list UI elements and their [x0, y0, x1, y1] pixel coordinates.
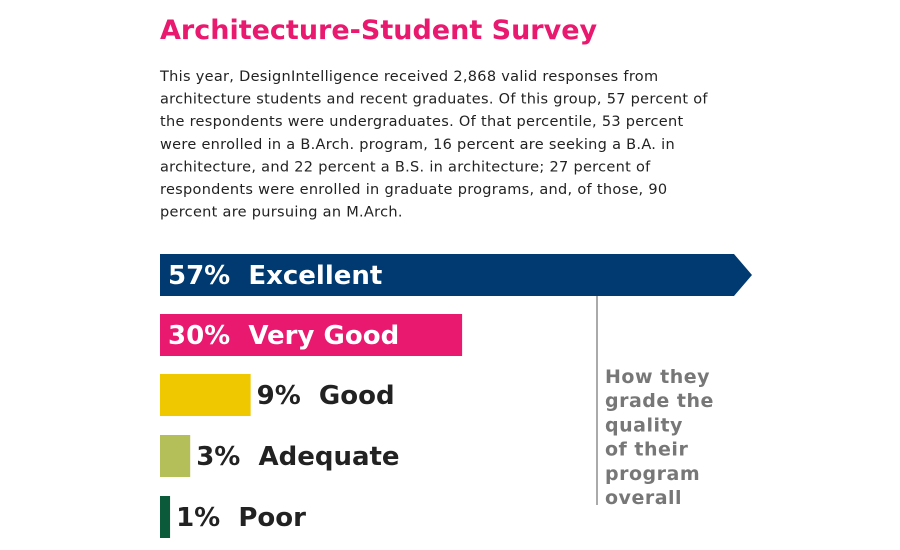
bar: [160, 374, 251, 416]
chart-title: Architecture-Student Survey: [160, 15, 598, 46]
bar: [160, 435, 191, 477]
category-label: Good: [319, 381, 395, 411]
annotation-line: quality: [605, 414, 683, 436]
bar-label: 30% Very Good: [168, 321, 399, 351]
description-line: This year, DesignIntelligence received 2…: [159, 69, 658, 85]
category-label: Excellent: [248, 261, 382, 291]
bar-label: 3% Adequate: [196, 442, 399, 472]
value-label: 9%: [257, 381, 301, 411]
description-line: the respondents were undergraduates. Of …: [160, 114, 683, 130]
value-label: 1%: [176, 503, 220, 533]
value-label: 57%: [168, 261, 230, 291]
bar: [160, 314, 463, 356]
category-label: Adequate: [258, 442, 399, 472]
annotation-line: of their: [605, 439, 688, 461]
description-line: respondents were enrolled in graduate pr…: [160, 182, 667, 198]
description-line: architecture, and 22 percent a B.S. in a…: [160, 159, 651, 175]
value-label: 3%: [196, 442, 240, 472]
bar-label: 9% Good: [257, 381, 395, 411]
annotation-line: How they: [605, 366, 710, 388]
category-label: Very Good: [248, 321, 399, 351]
bar: [160, 496, 171, 538]
category-label: Poor: [238, 503, 306, 533]
annotation-line: overall: [605, 487, 682, 509]
description-line: were enrolled in a B.Arch. program, 16 p…: [160, 137, 675, 153]
bar-label: 57% Excellent: [168, 261, 382, 291]
annotation-line: grade the: [605, 390, 714, 412]
value-label: 30%: [168, 321, 230, 351]
description-line: percent are pursuing an M.Arch.: [160, 205, 403, 221]
bar: [160, 254, 752, 296]
bar-label: 1% Poor: [176, 503, 306, 533]
annotation-line: program: [605, 463, 700, 485]
description-line: architecture students and recent graduat…: [160, 92, 708, 108]
